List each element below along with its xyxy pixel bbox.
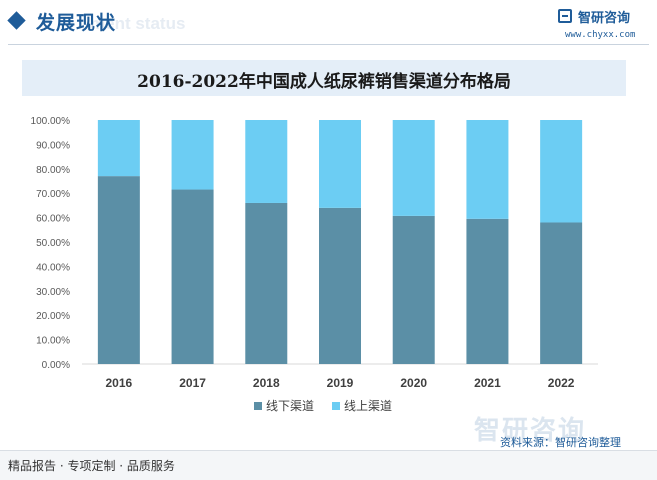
chart-title: 2016-2022年中国成人纸尿裤销售渠道分布格局 <box>137 72 511 92</box>
source-note: 资料来源：智研咨询整理 <box>500 436 621 449</box>
legend-label: 线下渠道 <box>266 399 314 413</box>
bar-online <box>466 120 509 219</box>
y-tick-label: 0.00% <box>42 360 70 371</box>
header-divider <box>8 44 649 45</box>
bar-online <box>245 120 288 203</box>
brand-url: www.chyxx.com <box>565 30 636 40</box>
bar-offline <box>392 215 435 364</box>
bar-offline <box>466 218 509 364</box>
y-tick-label: 70.00% <box>36 189 70 200</box>
bar-offline <box>319 207 361 364</box>
legend-label: 线上渠道 <box>344 399 392 413</box>
brand-logo-icon <box>558 9 572 23</box>
section-title: 发展现状 <box>36 12 117 34</box>
y-tick-label: 80.00% <box>36 165 70 176</box>
y-tick-label: 30.00% <box>36 287 70 298</box>
x-tick-label: 2016 <box>106 376 133 390</box>
y-tick-label: 60.00% <box>36 214 70 225</box>
watermark: 智研咨询 <box>474 416 587 446</box>
bar-offline <box>171 189 214 364</box>
y-tick-label: 100.00% <box>31 116 71 127</box>
x-tick-label: 2020 <box>400 376 427 390</box>
y-tick-label: 40.00% <box>36 262 70 273</box>
bar-offline <box>245 202 288 364</box>
footer-tagline: 精品报告 · 专项定制 · 品质服务 <box>8 459 175 473</box>
bar-online <box>540 120 583 223</box>
bar-online <box>319 120 361 208</box>
x-tick-label: 2019 <box>327 376 354 390</box>
x-tick-label: 2017 <box>179 376 206 390</box>
y-tick-label: 10.00% <box>36 336 70 347</box>
legend-swatch <box>332 402 340 410</box>
y-tick-label: 20.00% <box>36 311 70 322</box>
brand-name: 智研咨询 <box>578 11 631 26</box>
bar-online <box>171 120 214 190</box>
footer: 精品报告 · 专项定制 · 品质服务 <box>0 450 657 480</box>
x-tick-label: 2018 <box>253 376 280 390</box>
y-tick-label: 50.00% <box>36 238 70 249</box>
bar-online <box>97 120 140 177</box>
legend-swatch <box>254 402 262 410</box>
x-tick-label: 2021 <box>474 376 501 390</box>
bar-offline <box>97 176 140 364</box>
section-subtitle: ment status <box>90 14 186 33</box>
y-tick-label: 90.00% <box>36 140 70 151</box>
bar-online <box>392 120 435 216</box>
header: ment status 发展现状 智研咨询 www.chyxx.com <box>0 0 657 48</box>
x-tick-label: 2022 <box>548 376 575 390</box>
chart-title-band: 2016-2022年中国成人纸尿裤销售渠道分布格局 <box>22 60 626 96</box>
bar-offline <box>540 222 583 364</box>
